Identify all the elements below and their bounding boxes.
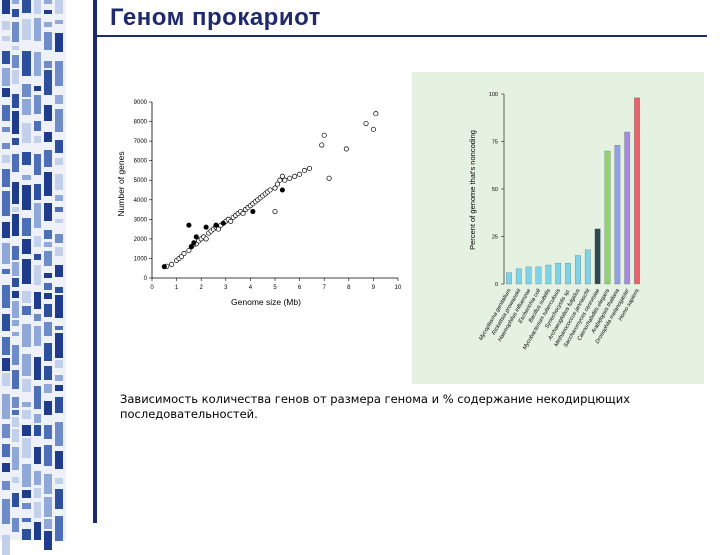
- x-tick-label: 6: [298, 285, 302, 291]
- bar: [614, 145, 621, 285]
- bar-y-tick-label: 75: [492, 140, 498, 146]
- scatter-point-open: [215, 226, 221, 232]
- scatter-point-filled: [186, 222, 192, 228]
- bar: [525, 266, 532, 285]
- bar-y-axis-label: Percent of genome that's noncoding: [468, 130, 477, 250]
- bar-y-tick-label: 0: [495, 282, 498, 288]
- scatter-point-filled: [161, 264, 167, 270]
- scatter-point-open: [287, 175, 293, 181]
- bar-y-tick-label: 50: [492, 187, 498, 193]
- slide-title: Геном прокариот: [110, 4, 321, 31]
- scatter-point-filled: [220, 220, 226, 226]
- bar-chart-panel: 0 25 50 75 100 Mycoplasma genitalium Ricketts…: [412, 72, 704, 384]
- y-tick-label: 9000: [134, 100, 148, 106]
- scatter-point-open: [321, 132, 327, 138]
- scatter-point-open: [279, 173, 285, 179]
- scatter-point-open: [228, 218, 234, 224]
- x-tick-label: 10: [395, 285, 402, 291]
- scatter-point-open: [186, 248, 192, 254]
- scatter-point-open: [267, 187, 273, 193]
- y-tick-label: 0: [144, 276, 148, 282]
- y-tick-label: 7000: [134, 139, 148, 145]
- scatter-point-open: [240, 210, 246, 217]
- bar: [555, 262, 562, 285]
- scatter-point-open: [272, 208, 278, 215]
- scatter-point-open: [277, 177, 283, 183]
- scatter-point-open: [370, 126, 376, 132]
- scatter-point-filled: [191, 240, 197, 246]
- scatter-point-open: [301, 167, 308, 173]
- y-tick-label: 3000: [134, 217, 148, 223]
- x-tick-label: 9: [372, 285, 376, 291]
- scatter-point-open: [363, 120, 369, 127]
- scatter-chart-panel: 0 1 2 3 4 5 6 7 8 9 10 0 1000 2000 3000 4000 5000 6000 700…: [112, 92, 408, 314]
- x-tick-label: 2: [200, 285, 204, 291]
- title-underline: [97, 35, 707, 37]
- x-tick-label: 4: [249, 285, 253, 291]
- y-tick-label: 5000: [134, 178, 148, 184]
- bar: [575, 255, 581, 285]
- scatter-point-open: [297, 171, 303, 177]
- bar: [584, 249, 591, 285]
- x-tick-label: 1: [175, 285, 179, 291]
- x-tick-label: 0: [150, 285, 154, 291]
- y-tick-label: 8000: [134, 120, 148, 126]
- bar: [506, 272, 512, 285]
- x-tick-label: 7: [323, 285, 327, 291]
- dna-sequence-decoration: [0, 0, 66, 555]
- y-tick-label: 4000: [134, 198, 148, 204]
- y-tick-label: 6000: [134, 159, 148, 165]
- scatter-point-filled: [188, 244, 194, 250]
- bar-y-tick-label: 25: [492, 235, 498, 241]
- x-tick-label: 8: [347, 285, 351, 291]
- scatter-point-filled: [203, 224, 209, 230]
- bar-y-tick-label: 100: [489, 92, 498, 98]
- bar: [604, 150, 611, 285]
- scatter-chart: 0 1 2 3 4 5 6 7 8 9 10 0 1000 2000 3000 4000 5000 6000 700…: [116, 100, 402, 307]
- x-axis-label: Genome size (Mb): [231, 297, 301, 307]
- scatter-point-open: [274, 181, 281, 187]
- scatter-point-filled: [279, 187, 285, 193]
- scatter-point-open: [169, 261, 175, 267]
- bar: [515, 268, 522, 285]
- scatter-point-filled: [250, 208, 256, 215]
- scatter-point-open: [326, 175, 332, 181]
- scatter-point-filled: [213, 222, 219, 228]
- bar: [565, 262, 571, 285]
- bar: [634, 97, 640, 285]
- bar: [545, 264, 552, 285]
- scatter-point-filled: [193, 234, 199, 240]
- scatter-point-open: [282, 177, 288, 183]
- x-tick-label: 3: [224, 285, 228, 291]
- accent-vertical-line: [93, 0, 97, 523]
- figure-caption: Зависимость количества генов от размера …: [120, 392, 631, 421]
- scatter-point-open: [343, 146, 349, 152]
- scatter-point-open: [373, 111, 379, 117]
- scatter-point-open: [292, 173, 298, 179]
- y-axis-label: Number of genes: [116, 151, 126, 216]
- x-tick-label: 5: [273, 285, 277, 291]
- scatter-point-open: [272, 185, 278, 191]
- scatter-point-open: [306, 165, 312, 172]
- y-tick-label: 1000: [134, 256, 148, 262]
- scatter-point-open: [181, 251, 187, 257]
- bar: [624, 131, 631, 285]
- bar: [535, 266, 542, 285]
- scatter-point-open: [203, 236, 209, 242]
- bar: [594, 228, 601, 285]
- y-tick-label: 2000: [134, 237, 148, 243]
- scatter-point-open: [319, 142, 325, 148]
